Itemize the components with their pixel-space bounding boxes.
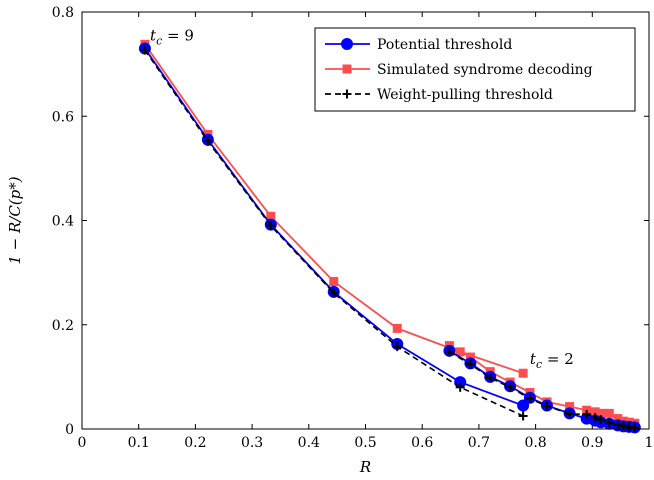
data-point-plus <box>455 382 465 392</box>
data-point-plus <box>542 401 552 411</box>
annotation-label: tc = 2 <box>530 350 574 371</box>
series-layer <box>138 39 641 434</box>
y-tick-label: 0.2 <box>52 318 74 334</box>
data-point-plus <box>465 359 475 369</box>
data-point-plus <box>140 45 150 55</box>
data-point-circle <box>341 38 353 50</box>
data-point-plus <box>590 413 600 423</box>
data-point-plus <box>203 136 213 146</box>
data-point-plus <box>392 342 402 352</box>
x-tick-label: 0.5 <box>354 435 376 451</box>
data-point-plus <box>565 409 575 419</box>
x-tick-label: 0.7 <box>468 435 490 451</box>
data-point-plus <box>505 382 515 392</box>
x-tick-label: 0.6 <box>411 435 433 451</box>
data-point-circle <box>517 399 530 412</box>
y-axis-title: 1 − R/C(p*) <box>6 176 24 264</box>
y-tick-label: 0.6 <box>52 109 74 125</box>
data-point-plus <box>518 411 528 421</box>
legend-label: Potential threshold <box>377 37 512 53</box>
y-tick-label: 0 <box>65 422 74 438</box>
x-tick-label: 0 <box>78 435 87 451</box>
data-point-plus <box>613 420 623 430</box>
data-point-square <box>518 368 528 378</box>
data-point-square <box>266 211 276 221</box>
legend-entry: Potential threshold <box>325 37 512 53</box>
data-point-plus <box>630 422 640 432</box>
annotations: tc = 9 tc = 2 <box>150 27 574 371</box>
x-axis-title: R <box>359 458 371 476</box>
data-point-square <box>342 64 352 74</box>
data-point-square <box>604 408 614 418</box>
data-point-plus <box>604 418 614 428</box>
x-tick-label: 0.1 <box>128 435 150 451</box>
series-weight-pulling-threshold <box>140 45 640 432</box>
data-point-square <box>590 407 600 417</box>
data-point-plus <box>342 89 352 99</box>
x-tick-label: 0.3 <box>241 435 263 451</box>
data-point-plus <box>485 373 495 383</box>
data-point-plus <box>525 394 535 404</box>
legend-entry: Weight-pulling threshold <box>325 87 553 103</box>
x-tick-label: 1 <box>645 435 654 451</box>
annotation-label: tc = 9 <box>150 27 194 48</box>
data-point-square <box>392 323 402 333</box>
legend: Potential threshold Simulated syndrome de… <box>314 27 636 112</box>
data-point-square <box>565 402 575 412</box>
x-tick-label: 0.4 <box>298 435 320 451</box>
data-point-plus <box>444 347 454 357</box>
data-point-square <box>613 414 623 424</box>
data-point-square <box>465 352 475 362</box>
x-tick-label: 0.2 <box>184 435 206 451</box>
y-tick-label: 0.8 <box>52 5 74 21</box>
x-tick-label: 0.9 <box>581 435 603 451</box>
plot-frame <box>81 11 650 430</box>
axis-ticks: 0 0.1 0.2 0.3 0.4 0.5 0.6 0.7 0.8 0.9 1 0 0.2 0.4 0.6 0… <box>52 5 654 451</box>
legend-label: Simulated syndrome decoding <box>377 62 593 78</box>
data-point-square <box>596 408 606 418</box>
data-point-plus <box>329 288 339 298</box>
x-tick-label: 0.8 <box>524 435 546 451</box>
data-point-plus <box>582 409 592 419</box>
y-tick-label: 0.4 <box>52 214 74 230</box>
data-point-square <box>329 276 339 286</box>
data-point-plus <box>596 415 606 425</box>
legend-entry: Simulated syndrome decoding <box>325 62 593 78</box>
legend-label: Weight-pulling threshold <box>377 87 553 103</box>
data-point-plus <box>266 221 276 231</box>
